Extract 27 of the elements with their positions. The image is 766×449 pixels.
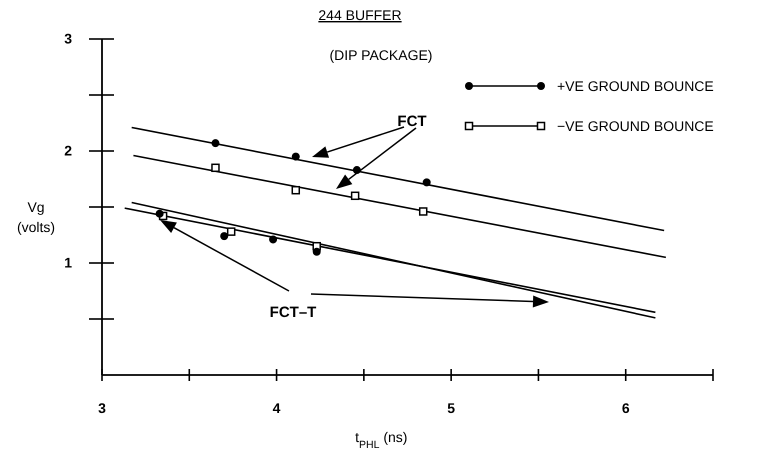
point (350, 192, 360, 200)
text: (DIP PACKAGE) (330, 47, 432, 63)
point (292, 186, 300, 194)
legend-label: +VE GROUND BOUNCE (557, 78, 714, 94)
point (211, 139, 220, 148)
annotation: FCT–T (270, 304, 316, 321)
y-tick-label: 3 (64, 30, 72, 46)
x-tick-label: 3 (98, 400, 106, 416)
point (418, 207, 428, 216)
point (422, 178, 431, 186)
y-tick-label: 2 (64, 142, 72, 158)
point (156, 210, 164, 218)
legend-label: −VE GROUND BOUNCE (557, 118, 714, 134)
point (292, 152, 300, 161)
point (312, 248, 321, 256)
annotation: FCT (397, 113, 427, 130)
point (226, 227, 236, 236)
y-tick-label: 1 (64, 254, 72, 270)
x-tick-label: 5 (447, 400, 456, 416)
point (269, 235, 278, 244)
x-tick-label: 4 (272, 400, 281, 416)
chart-title: 244 BUFFER (318, 7, 402, 23)
point (211, 164, 220, 172)
y-axis-title: Vg (volts) (16, 199, 56, 235)
x-axis-title: t$_{PHL}$ (ns) (355, 429, 408, 449)
point (220, 232, 228, 240)
x-tick-label: 6 (622, 400, 630, 416)
